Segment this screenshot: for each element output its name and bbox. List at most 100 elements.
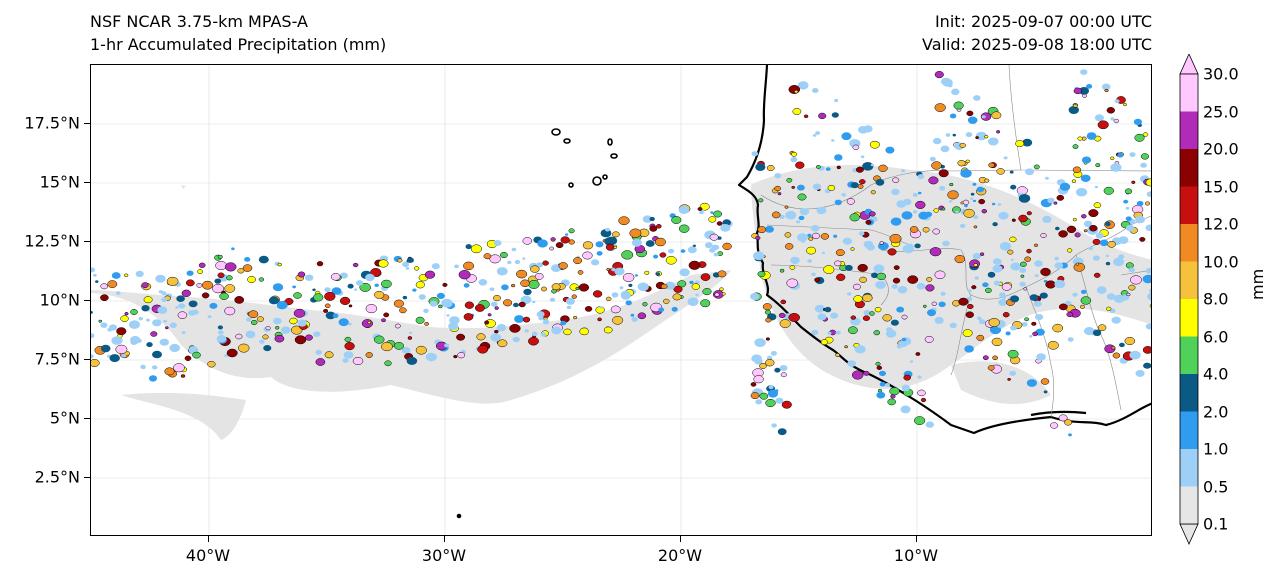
precip-cell — [514, 259, 521, 265]
precip-cell — [431, 263, 440, 270]
precip-cell — [448, 322, 459, 331]
precip-cell — [989, 325, 1002, 335]
precip-cell — [107, 280, 118, 288]
precip-cell — [402, 261, 410, 268]
precip-cell — [354, 288, 358, 291]
precip-cell — [1019, 267, 1027, 273]
precip-cell — [347, 283, 354, 289]
precip-cell — [750, 382, 757, 387]
precip-cell — [834, 260, 842, 267]
precip-cell — [98, 319, 103, 323]
precip-cell — [1055, 226, 1060, 231]
precip-cell — [284, 298, 294, 305]
precip-cell — [514, 315, 525, 323]
map-panel[interactable] — [90, 64, 1152, 536]
precip-cell — [141, 282, 149, 288]
precip-cell — [463, 313, 474, 321]
colorbar-level-label: 20.0 — [1203, 139, 1239, 159]
precip-cell — [1010, 262, 1021, 271]
precip-cell — [1080, 69, 1088, 75]
precip-cell — [917, 191, 922, 195]
precip-cell — [689, 280, 694, 285]
precip-cell — [949, 113, 957, 119]
precip-cell — [836, 273, 846, 281]
precip-cell — [915, 200, 926, 209]
precip-cell — [780, 372, 787, 378]
precip-cell — [293, 308, 306, 318]
precip-cell — [325, 311, 336, 320]
precip-cell — [95, 280, 99, 283]
precip-cell — [818, 112, 827, 120]
precip-cell — [850, 247, 855, 251]
precip-cell — [1081, 156, 1092, 164]
precip-cell — [592, 290, 603, 298]
y-tick-mark — [84, 181, 90, 183]
precip-cell — [973, 95, 981, 101]
precip-cell — [1007, 249, 1014, 255]
precip-cell — [568, 228, 575, 234]
precip-cell — [1105, 254, 1110, 258]
precip-cell — [510, 283, 516, 288]
precip-cell — [1047, 197, 1055, 204]
precip-cell — [971, 285, 977, 290]
precip-cell — [792, 108, 802, 115]
precip-cell — [483, 253, 492, 260]
precip-cell — [933, 137, 942, 145]
precip-cell — [397, 258, 403, 263]
precip-cell — [1058, 230, 1068, 238]
precip-cell — [850, 315, 857, 320]
precip-cell — [869, 140, 880, 149]
precip-cell — [338, 318, 349, 327]
precip-cell — [841, 193, 847, 197]
precip-cell — [1009, 170, 1014, 174]
precip-cell — [209, 302, 218, 309]
precip-cell — [713, 210, 722, 218]
precip-cell — [365, 273, 375, 282]
precip-cell — [1074, 232, 1081, 238]
precip-cell — [815, 131, 821, 135]
precip-cell — [653, 254, 659, 259]
precip-cell — [709, 233, 719, 241]
precip-cell — [274, 334, 285, 343]
precip-cell — [109, 354, 120, 363]
precip-cell — [991, 202, 996, 206]
precip-cell — [500, 251, 508, 259]
precip-cell — [612, 315, 624, 325]
precip-cell — [876, 391, 886, 399]
precip-cell — [323, 308, 329, 313]
precip-cell — [1077, 136, 1083, 141]
precip-cell — [901, 384, 911, 392]
precip-cell — [629, 228, 642, 238]
precip-cell — [374, 290, 385, 299]
precip-cell — [339, 296, 351, 305]
precip-cell — [912, 192, 918, 197]
precip-cell — [503, 299, 513, 307]
precip-cell — [1147, 292, 1151, 301]
precip-trace-areas — [91, 165, 1151, 440]
precip-cell — [415, 281, 425, 289]
precip-cell — [644, 270, 650, 275]
precip-cell — [374, 283, 379, 287]
precip-cell — [484, 320, 490, 325]
precip-cell — [985, 287, 992, 294]
precip-cell — [836, 165, 841, 170]
precip-cell — [774, 389, 779, 392]
colorbar-segment — [1180, 224, 1198, 262]
precip-cell — [555, 242, 564, 249]
precip-cell — [649, 225, 658, 232]
precip-cell — [846, 198, 855, 205]
precip-cell — [876, 272, 887, 281]
precip-cell — [705, 242, 713, 249]
precip-cell — [786, 278, 799, 288]
precip-cell — [680, 249, 686, 253]
precip-cell — [1110, 345, 1116, 350]
precip-cell — [797, 233, 808, 242]
precip-cell — [166, 276, 179, 286]
precip-cell — [365, 304, 378, 314]
precip-cell — [1068, 433, 1072, 437]
precip-cell — [1072, 217, 1077, 222]
precip-cell — [248, 310, 259, 319]
precip-cell — [1076, 187, 1088, 197]
precip-cell — [835, 353, 840, 357]
precip-cell — [242, 264, 253, 272]
